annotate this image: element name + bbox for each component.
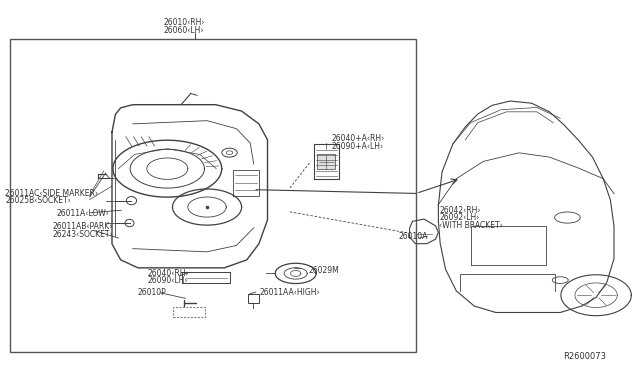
- Text: 26090‹LH›: 26090‹LH›: [147, 276, 188, 285]
- Text: 26011AA‹HIGH›: 26011AA‹HIGH›: [259, 288, 320, 297]
- Text: 26090+A‹LH›: 26090+A‹LH›: [332, 142, 383, 151]
- Text: 26060‹LH›: 26060‹LH›: [163, 26, 204, 35]
- Text: 26040+A‹RH›: 26040+A‹RH›: [332, 134, 385, 143]
- Text: 26042‹RH›: 26042‹RH›: [439, 206, 481, 215]
- Text: 26040‹RH›: 26040‹RH›: [147, 269, 189, 278]
- Text: 26092‹LH›: 26092‹LH›: [439, 213, 479, 222]
- Text: 26010P: 26010P: [138, 288, 166, 296]
- Text: R2600073: R2600073: [563, 352, 606, 361]
- Text: 26010A: 26010A: [398, 232, 428, 241]
- Text: 26011AC‹SIDE MARKER›: 26011AC‹SIDE MARKER›: [5, 189, 98, 198]
- Text: ‹WITH BRACKET›: ‹WITH BRACKET›: [439, 221, 503, 230]
- Bar: [10, 39, 416, 352]
- Text: 26029M: 26029M: [308, 266, 339, 275]
- Text: 26010‹RH›: 26010‹RH›: [163, 18, 205, 27]
- Text: 26025B‹SOCKET›: 26025B‹SOCKET›: [5, 196, 71, 205]
- Text: 26011AB‹PARK›: 26011AB‹PARK›: [52, 222, 113, 231]
- Bar: [317, 154, 335, 169]
- Bar: [248, 294, 259, 303]
- Text: 26243‹SOCKET›: 26243‹SOCKET›: [52, 230, 113, 239]
- Text: 26011A‹LOW›: 26011A‹LOW›: [56, 209, 109, 218]
